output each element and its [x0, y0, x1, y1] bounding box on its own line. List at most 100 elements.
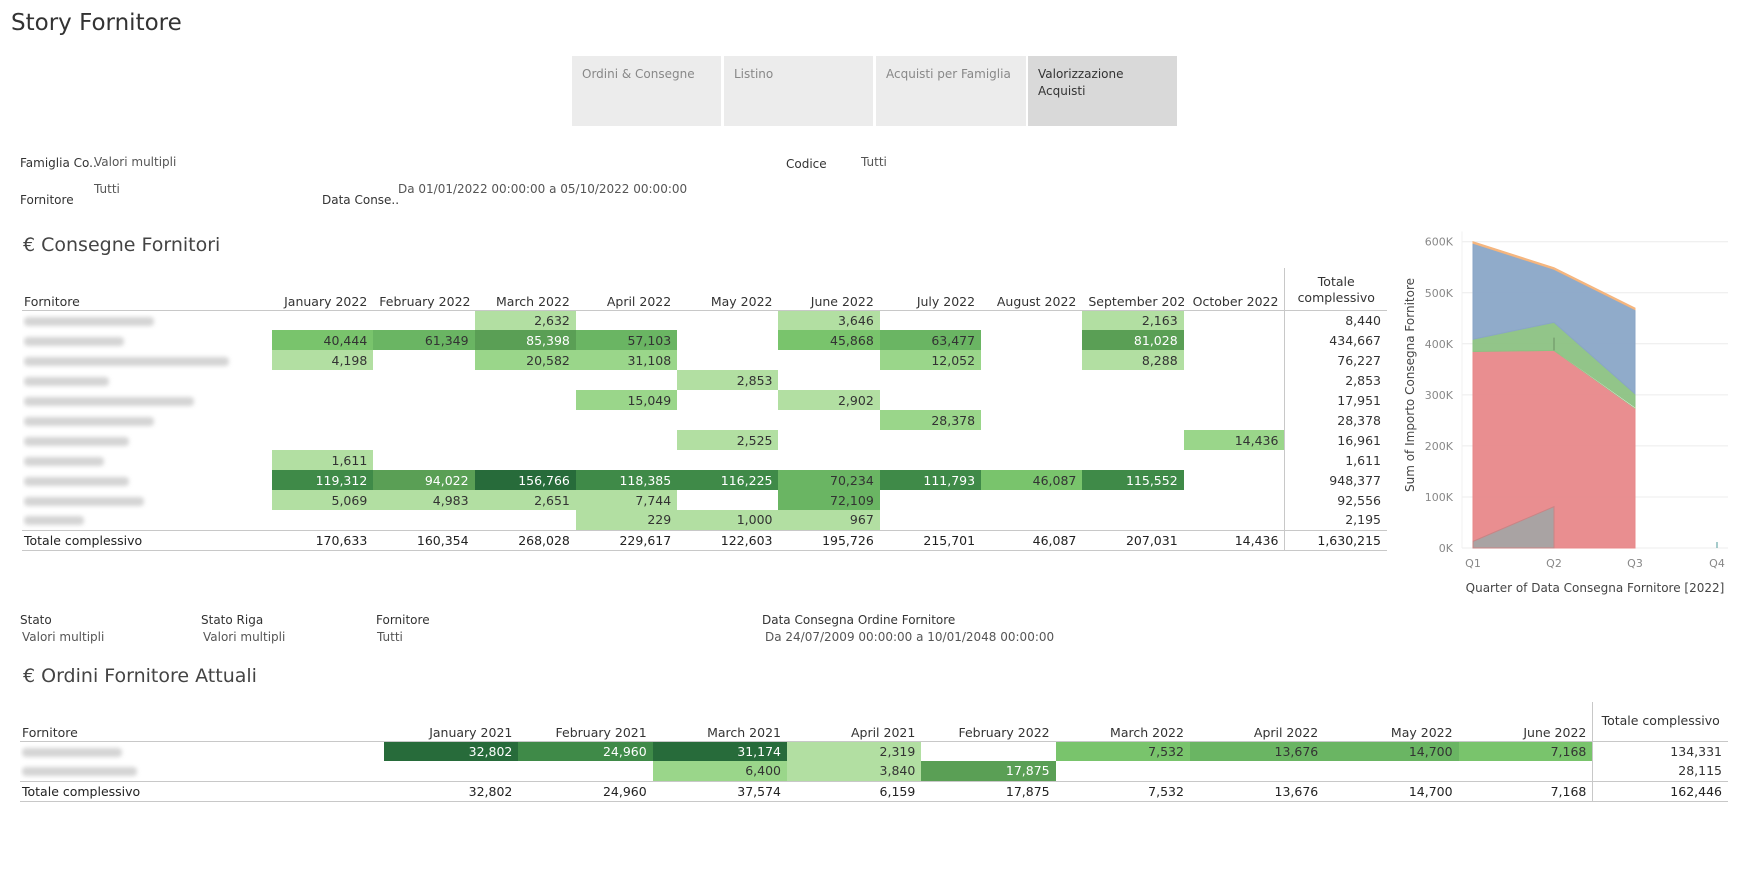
table-cell[interactable]: 118,385	[575, 470, 678, 490]
table-cell[interactable]	[981, 410, 1082, 430]
table-cell[interactable]: 2,632	[474, 310, 576, 330]
table-cell[interactable]	[373, 430, 474, 450]
table-cell[interactable]: 13,676	[1189, 741, 1325, 761]
table-cell[interactable]: 7,532	[1055, 741, 1190, 761]
table-cell[interactable]	[576, 410, 677, 430]
table-cell[interactable]: 3,840	[787, 761, 922, 781]
filter-stato-value[interactable]: Valori multipli	[22, 630, 105, 644]
table-cell[interactable]	[778, 430, 879, 450]
table-cell[interactable]: 2,525	[677, 430, 779, 450]
table-cell[interactable]	[778, 410, 879, 430]
table-cell[interactable]	[1082, 510, 1183, 530]
table-cell[interactable]	[880, 430, 981, 450]
table-cell[interactable]	[880, 490, 981, 510]
table-cell[interactable]: 24,960	[518, 741, 653, 761]
table-cell[interactable]	[272, 370, 373, 390]
table-cell[interactable]	[1082, 370, 1183, 390]
table-cell[interactable]	[373, 450, 474, 470]
table-cell[interactable]: 156,766	[474, 470, 576, 490]
table-cell[interactable]: 116,225	[677, 470, 779, 490]
table-cell[interactable]: 14,436	[1183, 430, 1285, 450]
filter-codice-value[interactable]: Tutti	[861, 155, 887, 169]
table-cell[interactable]: 45,868	[778, 330, 880, 350]
table-cell[interactable]: 94,022	[373, 470, 475, 490]
table-cell[interactable]	[373, 510, 474, 530]
filter-famiglia-value[interactable]: Valori multipli	[94, 155, 177, 169]
table-cell[interactable]: 57,103	[575, 330, 678, 350]
table-cell[interactable]	[981, 350, 1082, 370]
table-cell[interactable]: 61,349	[373, 330, 475, 350]
table-cell[interactable]	[1184, 410, 1285, 430]
table-cell[interactable]	[1056, 761, 1190, 781]
table-cell[interactable]: 115,552	[1082, 470, 1184, 490]
table-cell[interactable]	[373, 310, 474, 330]
table-cell[interactable]	[1184, 370, 1285, 390]
table-cell[interactable]	[576, 430, 677, 450]
table-cell[interactable]	[475, 510, 576, 530]
table-cell[interactable]	[778, 450, 879, 470]
table-cell[interactable]: 31,174	[652, 741, 787, 761]
table-cell[interactable]	[1184, 510, 1285, 530]
table-cell[interactable]	[384, 761, 518, 781]
table-cell[interactable]	[1184, 450, 1285, 470]
table-cell[interactable]	[981, 510, 1082, 530]
table-cell[interactable]: 15,049	[575, 390, 678, 410]
table-cell[interactable]: 72,109	[778, 490, 880, 510]
table-cell[interactable]: 4,983	[373, 490, 475, 510]
table-cell[interactable]	[677, 490, 778, 510]
filter-fornitore-value[interactable]: Tutti	[94, 182, 120, 196]
table-cell[interactable]: 32,802	[384, 741, 519, 761]
table-cell[interactable]: 46,087	[981, 470, 1083, 490]
table-cell[interactable]	[677, 350, 778, 370]
table-cell[interactable]: 2,902	[778, 390, 880, 410]
table-cell[interactable]: 2,163	[1082, 310, 1184, 330]
table-cell[interactable]	[576, 370, 677, 390]
table-cell[interactable]: 40,444	[272, 330, 374, 350]
table-cell[interactable]: 229	[575, 510, 678, 530]
table-cell[interactable]	[272, 410, 373, 430]
table-cell[interactable]	[981, 390, 1082, 410]
tab-ordini-consegne[interactable]: Ordini & Consegne	[572, 56, 721, 126]
table-cell[interactable]	[981, 370, 1082, 390]
table-cell[interactable]	[1184, 390, 1285, 410]
table-cell[interactable]	[778, 350, 879, 370]
table-cell[interactable]	[475, 390, 576, 410]
table-cell[interactable]	[880, 510, 981, 530]
table-cell[interactable]: 2,853	[677, 370, 779, 390]
table-cell[interactable]	[475, 370, 576, 390]
table-cell[interactable]: 1,611	[272, 450, 374, 470]
table-cell[interactable]	[1082, 410, 1183, 430]
table-cell[interactable]: 8,288	[1082, 350, 1184, 370]
table-cell[interactable]	[576, 450, 677, 470]
table-cell[interactable]	[1082, 430, 1183, 450]
table-cell[interactable]	[677, 450, 778, 470]
table-cell[interactable]	[373, 390, 474, 410]
table-cell[interactable]: 119,312	[272, 470, 374, 490]
table-cell[interactable]	[677, 410, 778, 430]
table-cell[interactable]: 31,108	[575, 350, 678, 370]
table-cell[interactable]	[778, 370, 879, 390]
filter-stato-riga-value[interactable]: Valori multipli	[203, 630, 286, 644]
table-cell[interactable]	[1184, 350, 1285, 370]
table-cell[interactable]	[1184, 470, 1285, 490]
table-cell[interactable]: 5,069	[272, 490, 374, 510]
table-cell[interactable]	[373, 370, 474, 390]
table-cell[interactable]	[880, 390, 981, 410]
table-cell[interactable]	[373, 410, 474, 430]
table-cell[interactable]	[475, 450, 576, 470]
table-cell[interactable]	[1459, 761, 1593, 781]
table-cell[interactable]	[880, 450, 981, 470]
table-cell[interactable]	[1184, 330, 1285, 350]
table-cell[interactable]: 7,744	[575, 490, 678, 510]
table-cell[interactable]	[1324, 761, 1458, 781]
tab-acquisti-famiglia[interactable]: Acquisti per Famiglia	[876, 56, 1026, 126]
table-cell[interactable]	[921, 741, 1055, 761]
table-cell[interactable]: 111,793	[879, 470, 982, 490]
table-cell[interactable]	[1184, 490, 1285, 510]
table-cell[interactable]	[880, 370, 981, 390]
table-cell[interactable]	[981, 450, 1082, 470]
tab-valorizzazione-acquisti[interactable]: Valorizzazione Acquisti	[1028, 56, 1177, 126]
table-cell[interactable]	[576, 310, 677, 330]
table-cell[interactable]: 20,582	[474, 350, 576, 370]
table-cell[interactable]	[981, 310, 1082, 330]
